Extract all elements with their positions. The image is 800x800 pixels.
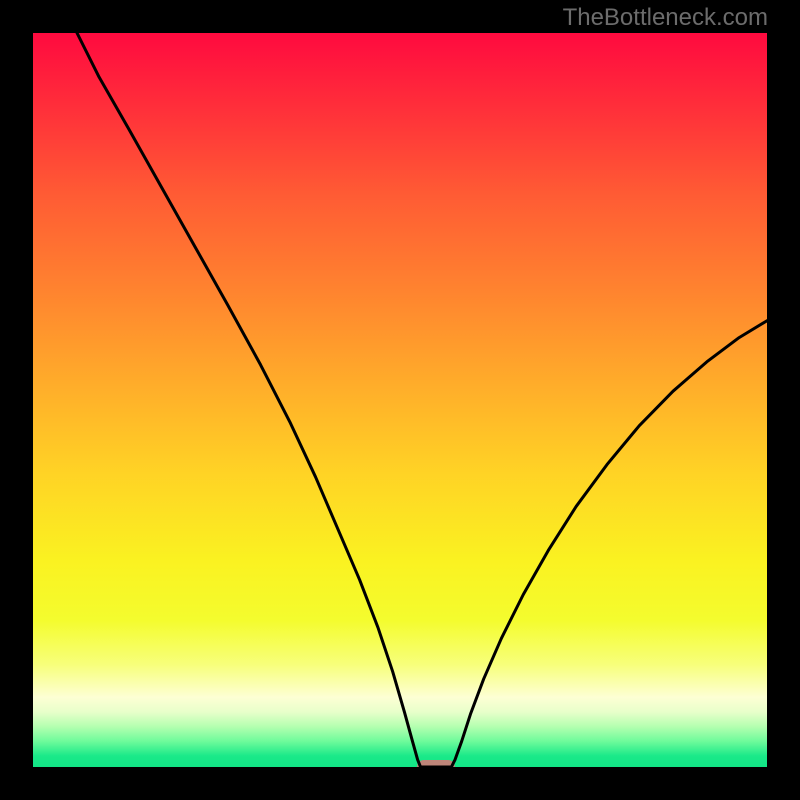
bottleneck-curve	[77, 33, 767, 767]
chart-overlay	[33, 33, 767, 767]
chart-plot-area	[33, 33, 767, 767]
watermark-text: TheBottleneck.com	[563, 4, 768, 32]
